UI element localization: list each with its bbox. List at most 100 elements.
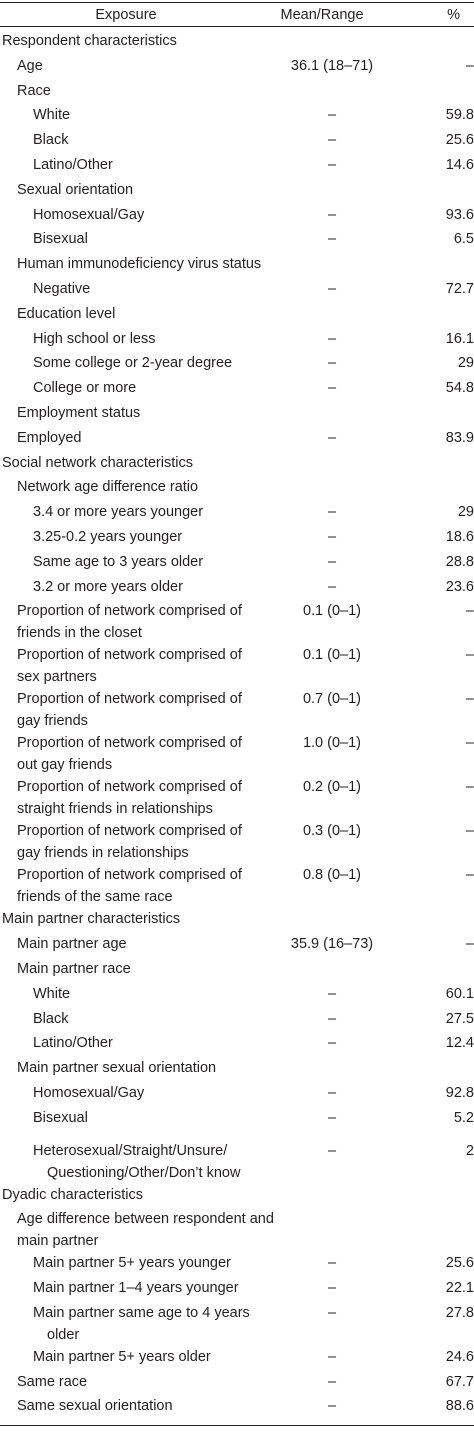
exposure-cell: High school or less [0,328,302,350]
exposure-label: 3.2 or more years older [33,578,183,595]
mean-range-cell: – [327,1010,337,1027]
exposure-cell: Employed [0,427,302,449]
section-row: Main partner characteristics [0,908,474,933]
header-mean-range: Mean/Range [280,6,364,23]
mean-range-cell: – [327,553,337,570]
mean-range-cell: 0.1 (0–1) [302,647,362,664]
exposure-label: Main partner age [17,936,127,953]
exposure-label-continued: older [47,1326,80,1343]
table-row: Main partner same age to 4 years older – 27… [0,1302,474,1346]
table-row: Main partner 5+ years older – 24.6 [0,1346,474,1371]
mean-range-cell: – [327,429,337,446]
exposure-label: Bisexual [33,1109,88,1126]
table-row: 3.4 or more years younger – 29 [0,501,474,526]
exposure-label: Latino/Other [33,1035,113,1052]
exposure-cell: Main partner characteristics [0,908,302,930]
table-row: Proportion of network comprised of friend… [0,864,474,908]
table-body: Respondent characteristics Age 36.1 (18–71… [0,27,474,1420]
percent-cell: 23.6 [445,578,474,595]
exposure-cell: 3.4 or more years younger [0,501,302,523]
exposure-cell: Race [0,80,302,102]
percent-cell: – [465,603,474,620]
percent-cell: – [465,57,474,74]
exposure-cell: Proportion of network comprised of friend… [0,864,302,908]
mean-range-cell: – [327,1109,337,1126]
mean-range-cell: – [327,231,337,248]
exposure-label: White [33,985,71,1002]
mean-range-cell: – [327,132,337,149]
exposure-cell: Main partner same age to 4 years older [0,1302,302,1346]
mean-range-cell: 0.2 (0–1) [302,779,362,796]
percent-cell: 28.8 [445,553,474,570]
mean-range-cell: – [327,1084,337,1101]
exposure-cell: Black [0,1008,302,1030]
mean-range-cell: – [327,156,337,173]
exposure-label: Proportion of network comprised of [17,779,242,796]
percent-cell: 14.6 [445,156,474,173]
exposure-cell: Respondent characteristics [0,30,302,52]
mean-range-cell: 0.7 (0–1) [302,691,362,708]
mean-range-cell: – [327,1398,337,1415]
exposure-cell: Proportion of network comprised of straig… [0,776,302,820]
mean-range-cell: – [327,504,337,521]
exposure-cell: Black [0,129,302,151]
table-row: Employment status [0,402,474,427]
percent-cell: – [465,691,474,708]
exposure-cell: Homosexual/Gay [0,204,302,226]
table-row: Education level [0,303,474,328]
exposure-label: White [33,107,71,124]
mean-range-cell: 0.8 (0–1) [302,867,362,884]
section-row: Social network characteristics [0,452,474,477]
exposure-cell: Dyadic characteristics [0,1184,302,1206]
exposure-cell: White [0,983,302,1005]
exposure-label: Respondent characteristics [2,33,177,49]
table-row: Employed – 83.9 [0,427,474,452]
percent-cell: 2 [465,1142,474,1159]
mean-range-cell: 0.1 (0–1) [302,603,362,620]
exposure-cell: Social network characteristics [0,452,302,474]
exposure-label-continued: friends of the same race [17,889,173,906]
table-row: Latino/Other – 14.6 [0,154,474,179]
exposure-label: Proportion of network comprised of [17,735,242,752]
table-row: Bisexual – 6.5 [0,228,474,253]
percent-cell: 27.5 [445,1010,474,1027]
percent-cell: 22.1 [445,1280,474,1297]
exposure-label: Same sexual orientation [17,1398,173,1415]
exposure-cell: Proportion of network comprised of sex pa… [0,644,302,688]
exposure-label-continued: Questioning/Other/Don’t know [47,1164,241,1181]
exposure-label: Main partner 5+ years older [33,1348,211,1365]
exposure-label: Sexual orientation [17,181,134,198]
exposure-cell: Education level [0,303,302,325]
percent-cell: – [465,936,474,953]
exposure-label: Age difference between respondent and ma… [17,1211,274,1250]
table-row: Bisexual – 5.2 [0,1107,474,1132]
exposure-label: Human immunodeficiency virus status [17,256,262,273]
percent-cell: – [465,823,474,840]
exposure-label: Homosexual/Gay [33,1084,145,1101]
percent-cell: – [465,735,474,752]
exposure-label: Age [17,57,43,74]
mean-range-cell: – [327,1373,337,1390]
exposure-cell: Main partner race [0,958,302,980]
exposure-cell: Latino/Other [0,1032,302,1054]
exposure-cell: Main partner sexual orientation [0,1057,302,1079]
exposure-cell: White [0,104,302,126]
exposure-cell: Age [0,55,302,77]
percent-cell: 72.7 [445,280,474,297]
exposure-label: Proportion of network comprised of [17,647,242,664]
exposure-label: Black [33,132,69,149]
mean-range-cell: 35.9 (16–73) [290,936,374,953]
exposure-cell: Same age to 3 years older [0,551,302,573]
exposure-label: Proportion of network comprised of [17,691,242,708]
exposure-cell: Heterosexual/Straight/Unsure/Questioning… [0,1140,302,1184]
table-row: Black – 25.6 [0,129,474,154]
bottom-rule [0,1425,474,1426]
exposure-label-continued: sex partners [17,669,97,686]
table-row: Homosexual/Gay – 93.6 [0,204,474,229]
exposure-cell: Age difference between respondent and ma… [0,1208,302,1252]
exposure-cell: Network age difference ratio [0,476,302,498]
exposure-label: Dyadic characteristics [2,1186,144,1203]
table-row: 3.25-0.2 years younger – 18.6 [0,526,474,551]
mean-range-cell: – [327,1304,337,1321]
